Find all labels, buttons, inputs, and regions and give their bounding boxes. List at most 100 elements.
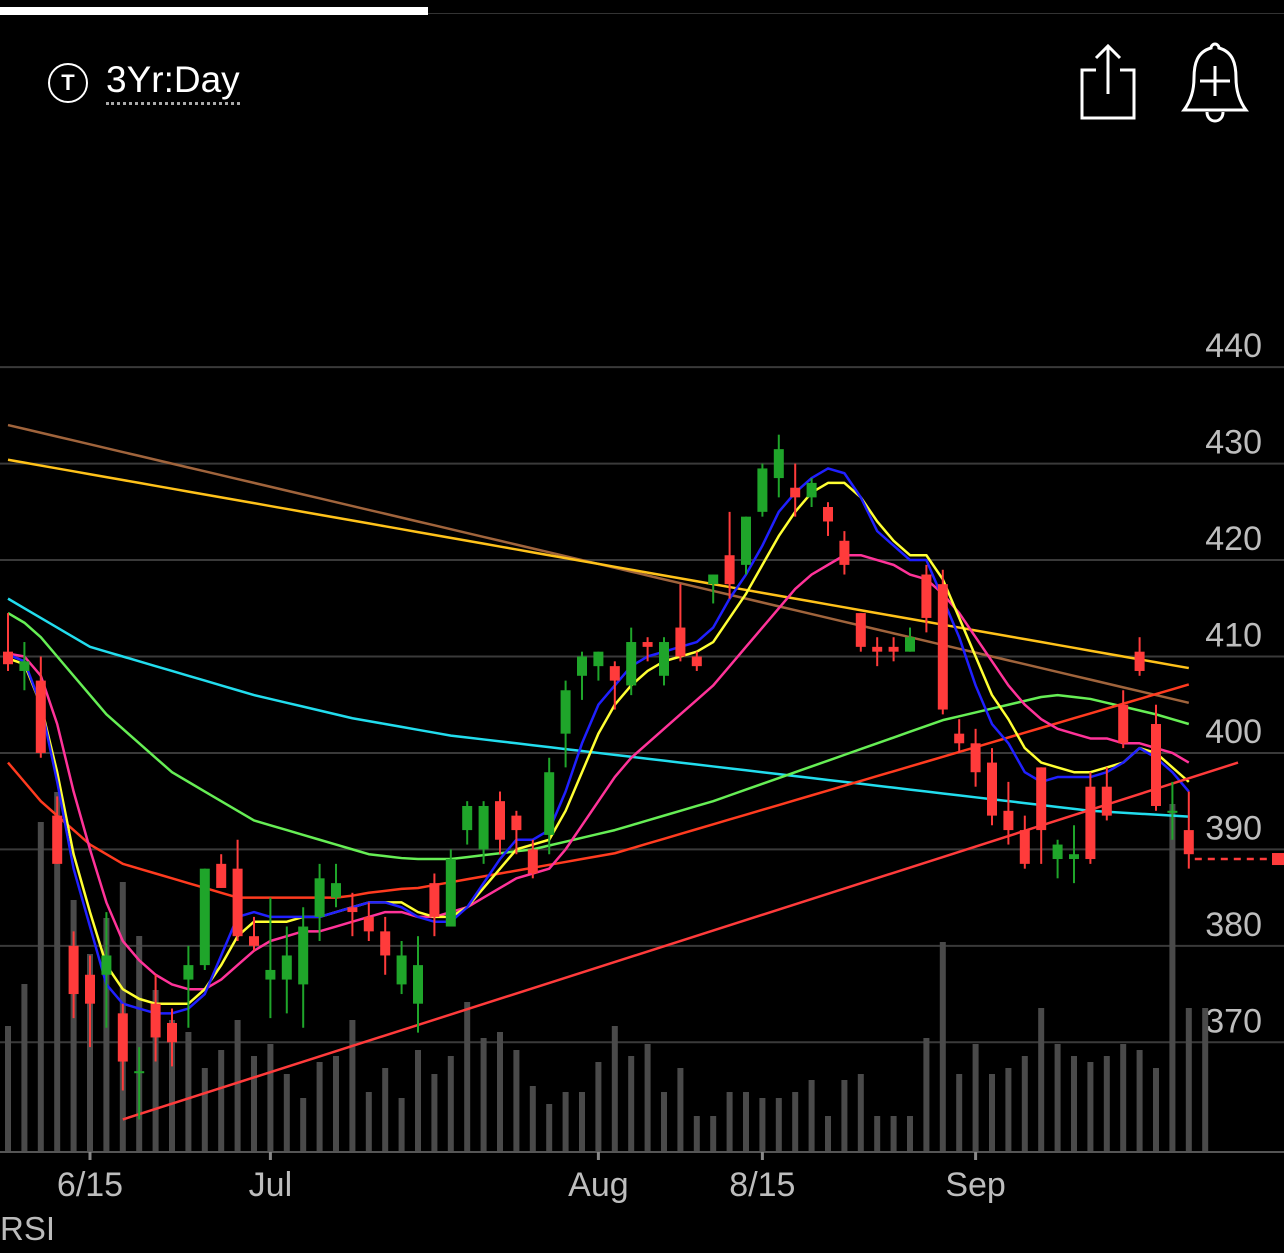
x-tick-label: Aug xyxy=(568,1166,629,1204)
y-tick-label: 430 xyxy=(1205,424,1262,462)
candle-body xyxy=(921,574,932,618)
volume-bar xyxy=(382,1068,389,1152)
candle-body xyxy=(495,801,505,840)
volume-bar xyxy=(201,1068,208,1152)
volume-bar xyxy=(628,1056,635,1152)
candle-body xyxy=(511,815,522,831)
candle-body xyxy=(741,516,751,565)
candle-body xyxy=(626,642,637,686)
moving-average-line xyxy=(7,467,1190,1015)
volume-bar xyxy=(54,792,61,1152)
moving-average-line xyxy=(7,553,1190,991)
candle-body xyxy=(380,931,391,956)
candle-body xyxy=(1052,844,1063,860)
candle-body xyxy=(937,584,948,710)
volume-bar xyxy=(1169,804,1176,1152)
volume-bar xyxy=(497,1032,503,1152)
candle-body xyxy=(527,849,538,874)
candle-body xyxy=(1069,854,1079,860)
candle-body xyxy=(331,883,341,898)
candle-body xyxy=(183,965,194,980)
candle-body xyxy=(478,805,489,850)
x-tick-label: Jul xyxy=(249,1166,292,1204)
indicator-label: RSI xyxy=(0,1210,56,1247)
volume-bar xyxy=(972,1044,979,1152)
volume-bar xyxy=(579,1092,585,1152)
last-price-marker xyxy=(1272,853,1284,866)
candle-body xyxy=(3,651,13,665)
candle-body xyxy=(429,883,440,917)
candle-body xyxy=(1101,786,1112,816)
volume-bar xyxy=(677,1068,684,1152)
volume-bar xyxy=(136,936,143,1152)
y-tick-label: 390 xyxy=(1205,809,1262,847)
volume-bar xyxy=(185,1032,192,1152)
volume-bar xyxy=(661,1092,667,1152)
candle-body xyxy=(642,642,653,647)
volume-bar xyxy=(21,984,28,1152)
candle-body xyxy=(216,863,227,888)
volume-bar xyxy=(529,1086,536,1152)
moving-average-line xyxy=(7,612,1190,861)
candle-body xyxy=(445,859,456,927)
volume-bar xyxy=(447,1056,454,1152)
candle-body xyxy=(708,574,719,585)
candle-body xyxy=(1118,704,1129,744)
volume-bar xyxy=(562,1092,569,1152)
volume-bar xyxy=(70,900,77,1152)
timeframe-selector[interactable]: T 3Yr:Day xyxy=(48,60,240,105)
volume-bar xyxy=(907,1116,913,1152)
volume-bar xyxy=(1021,1056,1028,1152)
volume-bar xyxy=(513,1050,520,1152)
candle-body xyxy=(19,661,30,671)
candle-body xyxy=(68,945,79,995)
candle-body xyxy=(85,974,95,1004)
volume-bar xyxy=(464,1002,471,1152)
candle-body xyxy=(1019,830,1030,864)
volume-bar xyxy=(808,1080,815,1152)
candle-body xyxy=(413,965,423,1004)
candle-body xyxy=(675,627,686,657)
volume-bar xyxy=(989,1074,995,1152)
volume-bar xyxy=(792,1092,799,1152)
candle-body xyxy=(363,916,374,932)
candle-body xyxy=(1134,651,1145,671)
candle-body xyxy=(1085,786,1096,860)
volume-bar xyxy=(398,1098,405,1152)
candle-body xyxy=(577,656,587,676)
volume-bar xyxy=(1202,1008,1209,1152)
share-icon xyxy=(1080,43,1136,120)
volume-bar xyxy=(644,1044,651,1152)
y-tick-label: 400 xyxy=(1205,713,1262,751)
volume-bar xyxy=(333,1056,339,1152)
volume-bar xyxy=(87,954,93,1152)
candle-body xyxy=(265,969,276,980)
candle-body xyxy=(1036,767,1047,831)
volume-bar xyxy=(1185,1008,1192,1152)
volume-bar xyxy=(1054,1044,1061,1152)
candle-body xyxy=(396,955,407,985)
y-tick-label: 380 xyxy=(1205,906,1262,944)
candle-body xyxy=(232,868,243,937)
volume-bar xyxy=(923,1038,930,1152)
add-alert-button[interactable] xyxy=(1180,40,1250,124)
share-button[interactable] xyxy=(1076,40,1140,124)
volume-bar xyxy=(1120,1044,1127,1152)
volume-bar xyxy=(283,1074,290,1152)
candle-body xyxy=(462,805,473,831)
volume-bar xyxy=(300,1098,307,1152)
moving-average-line xyxy=(7,683,1190,899)
candle-body xyxy=(757,468,768,512)
candle-body xyxy=(593,651,604,667)
volume-bar xyxy=(939,942,946,1152)
volume-bar xyxy=(480,1038,487,1152)
x-tick-label: 8/15 xyxy=(729,1166,795,1204)
candle-body xyxy=(544,772,555,835)
candle-body xyxy=(790,487,801,498)
candle-body xyxy=(199,868,210,966)
volume-bar xyxy=(1071,1056,1077,1152)
volume-bar xyxy=(775,1098,782,1152)
volume-bar xyxy=(218,1050,225,1152)
volume-bar xyxy=(611,1026,618,1152)
